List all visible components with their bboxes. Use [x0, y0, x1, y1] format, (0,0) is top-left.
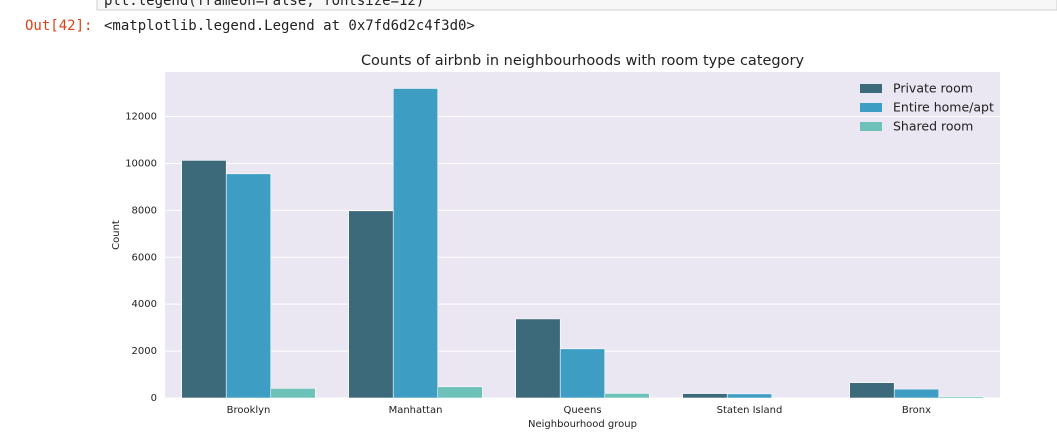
y-axis-label: Count — [111, 220, 122, 250]
bar — [894, 389, 939, 398]
x-tick-label: Staten Island — [717, 405, 783, 416]
out-prompt: Out[42]: — [25, 18, 92, 34]
bar — [516, 319, 561, 398]
bar — [850, 383, 895, 398]
bar — [349, 211, 394, 398]
bar — [683, 394, 728, 398]
y-tick-label: 10000 — [125, 158, 157, 169]
bar — [393, 88, 438, 398]
x-tick-label: Bronx — [902, 405, 931, 416]
y-tick-label: 6000 — [132, 252, 157, 263]
bar — [727, 394, 772, 398]
chart: 0 2000 4000 6000 8000 10000 12000 Brooklyn Manha… — [111, 53, 1000, 430]
legend-swatch — [860, 103, 882, 112]
y-tick-label: 4000 — [132, 299, 157, 310]
legend-label: Private room — [893, 81, 973, 96]
y-tick-label: 8000 — [132, 205, 157, 216]
x-axis-label: Neighbourhood group — [528, 419, 637, 430]
bar — [605, 393, 650, 398]
bar — [182, 160, 227, 398]
bar — [560, 349, 605, 398]
bar — [939, 397, 984, 398]
bar — [226, 174, 271, 398]
y-tick-label: 12000 — [125, 112, 157, 123]
legend-label: Shared room — [893, 119, 973, 134]
x-tick-label: Manhattan — [389, 405, 443, 416]
legend-swatch — [860, 84, 882, 93]
y-tick-label: 2000 — [132, 346, 157, 357]
code-line: plt.legend(frameon=False, fontsize=12) — [104, 0, 424, 9]
x-tick-label: Queens — [563, 405, 601, 416]
x-tick-label: Brooklyn — [227, 405, 271, 416]
output-text: <matplotlib.legend.Legend at 0x7fd6d2c4f… — [104, 18, 475, 34]
y-tick-label: 0 — [151, 393, 157, 404]
legend-label: Entire home/apt — [893, 100, 994, 115]
legend-swatch — [860, 122, 882, 131]
chart-title: Counts of airbnb in neighbourhoods with … — [361, 53, 805, 69]
bar — [438, 387, 483, 398]
bar — [271, 388, 316, 398]
